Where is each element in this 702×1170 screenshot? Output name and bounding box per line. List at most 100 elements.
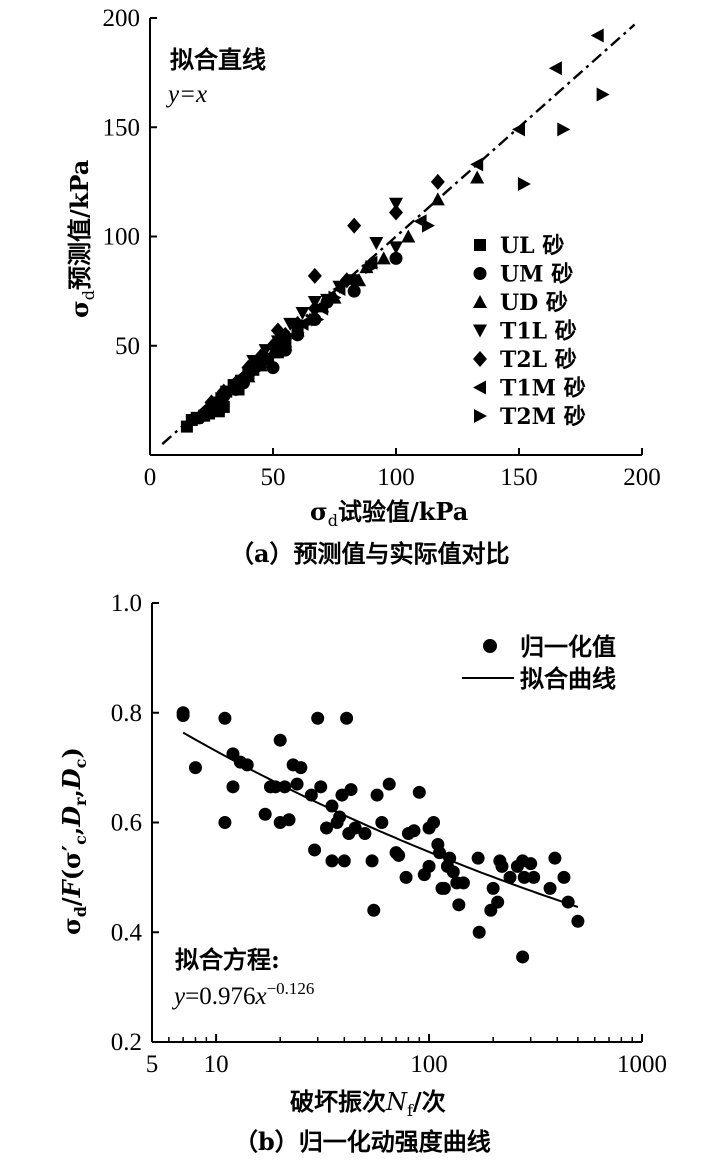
panel-b-x-tick-label: 5	[146, 1051, 159, 1078]
panel-a-point-triangle-left	[548, 61, 562, 76]
panel-b-eq-exp: −0.126	[267, 979, 315, 998]
panel-b-point	[399, 870, 413, 884]
panel-a-point-circle	[389, 251, 403, 265]
panel-a-x-axis-sigma: σ	[310, 497, 328, 526]
panel-a-y-axis-label: σd预测值/kPa	[65, 160, 98, 318]
panel-a-y-tick-label: 150	[103, 114, 141, 141]
panel-a-y-axis-rest: 预测值/kPa	[65, 160, 94, 290]
panel-b-y-ticks: 0.2 0.4 0.6 0.8 1.0	[111, 590, 159, 1056]
panel-b-point	[427, 816, 441, 829]
panel-a-y-axis-sigma: σ	[65, 300, 94, 318]
panel-b-point	[524, 857, 538, 871]
panel-a-point-triangle-right	[254, 360, 268, 375]
panel-b-y-axis-label: σd/F(σ′c,Dr,Dc)	[57, 747, 90, 935]
panel-a-point-triangle-left	[278, 334, 292, 349]
panel-a-point-triangle-up	[376, 251, 391, 265]
panel-b-point	[433, 846, 447, 860]
panel-b-x-axis-text: 破坏振次	[290, 1087, 386, 1116]
panel-b-point	[491, 895, 505, 909]
panel-b-point	[278, 780, 292, 794]
panel-a-point-triangle-down	[369, 237, 384, 251]
panel-a-legend-label: T1M 砂	[500, 376, 586, 402]
panel-a-point-diamond	[430, 173, 445, 190]
panel-a-x-tick-label: 0	[144, 464, 157, 491]
panel-a-y-axis-sub: d	[79, 290, 98, 300]
panel-b-legend-marker	[483, 639, 497, 653]
panel-a-caption: （a）预测值与实际值对比	[230, 539, 510, 568]
panel-a-point-triangle-right	[596, 87, 610, 102]
panel-b-point	[325, 854, 339, 868]
panel-a-point-triangle-up	[430, 192, 445, 206]
panel-a-x-axis-label: σd试验值/kPa	[310, 497, 468, 530]
panel-b-point	[571, 914, 585, 928]
panel-a-point-triangle-left	[512, 122, 525, 137]
panel-b-point	[258, 807, 272, 821]
panel-b-point	[561, 895, 575, 909]
panel-b-point	[446, 865, 460, 879]
panel-b-point	[226, 780, 240, 794]
panel-a-fit-equation: y=x	[165, 81, 207, 108]
panel-a-x-tick-label: 100	[377, 464, 415, 491]
panel-a-point-triangle-right	[557, 122, 571, 137]
panel-a-point-triangle-right	[328, 290, 342, 305]
panel-b-point	[304, 788, 318, 802]
panel-b-point	[365, 854, 379, 868]
panel-a-point-triangle-left	[332, 281, 346, 296]
panel-b-equation: y=0.976x−0.126	[171, 979, 314, 1010]
panel-b-point	[471, 851, 485, 865]
panel-b-point	[517, 870, 531, 884]
panel-a-legend-marker-triangle-left	[473, 380, 486, 395]
panel-b-x-tick-label: 100	[410, 1051, 448, 1078]
panel-b-eq-y: y	[171, 983, 186, 1010]
panel-a-legend-marker-triangle-down	[473, 324, 487, 338]
panel-b-y-tick-label: 0.6	[111, 810, 142, 837]
panel-b-point	[472, 925, 486, 939]
panel-a-point-triangle-left	[295, 316, 309, 331]
panel-a-point-diamond	[204, 394, 219, 411]
panel-a-point-triangle-right	[365, 260, 379, 275]
panel-a-x-tick-label: 150	[500, 464, 538, 491]
panel-a-legend-label: UL 砂	[500, 233, 564, 259]
panel-a-fit-line	[161, 23, 636, 445]
panel-a-points	[180, 28, 610, 433]
panel-a-point-circle	[192, 411, 206, 425]
panel-b-point	[218, 711, 232, 725]
panel-b-point	[548, 851, 562, 865]
panel-a-point-triangle-down	[295, 306, 310, 320]
panel-b-point	[273, 733, 287, 747]
panel-b-point	[456, 876, 470, 890]
panel-b-y-tick-label: 0.8	[111, 700, 142, 727]
panel-a-point-circle	[205, 404, 218, 418]
panel-b-point	[320, 821, 334, 835]
panel-b-point	[340, 711, 354, 725]
panel-a-point-circle	[347, 284, 361, 298]
panel-a-point-triangle-right	[421, 218, 435, 233]
panel-a-y-tick-label: 50	[115, 333, 140, 360]
panel-a-point-triangle-right	[291, 325, 305, 340]
panel-a-point-triangle-left	[253, 354, 267, 369]
panel-a-legend-label: T1L 砂	[500, 319, 577, 345]
panel-b-point	[407, 824, 421, 838]
panel-a-point-triangle-down	[389, 241, 403, 255]
panel-a-point-triangle-left	[470, 157, 484, 172]
panel-b-point	[240, 758, 254, 772]
panel-b-y-tick-label: 0.4	[111, 919, 143, 946]
panel-b-point	[543, 881, 557, 895]
panel-a-point-triangle-up	[352, 273, 367, 287]
panel-b-point	[268, 780, 282, 794]
panel-b-point	[375, 816, 389, 829]
panel-a: 0 50 100 150 200 50 100 150 200 UL 砂 UM 砂UD 砂 T1L…	[65, 5, 661, 568]
panel-b-point	[218, 816, 232, 829]
panel-a-point-triangle-down	[389, 197, 403, 211]
panel-b-x-axis-sub: f	[407, 1101, 414, 1120]
panel-a-x-ticks: 0 50 100 150 200	[144, 448, 661, 491]
panel-a-point-triangle-right	[517, 177, 531, 192]
panel-b-point	[294, 761, 308, 775]
panel-b-point	[452, 898, 466, 912]
panel-b-x-tick-label: 1000	[617, 1051, 667, 1078]
panel-b-point	[443, 851, 457, 865]
panel-a-legend-label: UD 砂	[500, 290, 568, 316]
panel-b-point	[325, 799, 339, 813]
panel-a-point-triangle-right	[311, 312, 325, 327]
